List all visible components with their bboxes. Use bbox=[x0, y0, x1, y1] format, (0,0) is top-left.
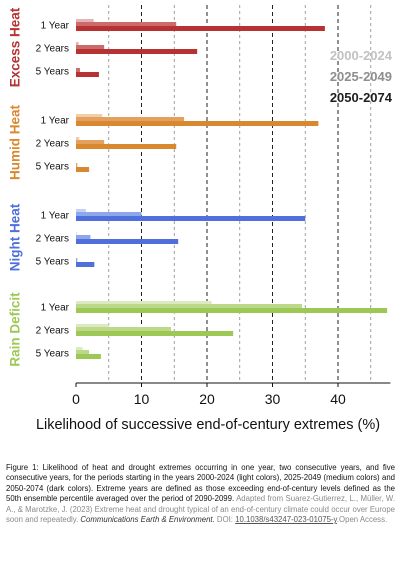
chart-bars bbox=[76, 19, 388, 359]
group-label-rain-deficit: Rain Deficit bbox=[8, 292, 23, 367]
caption-access: .Open Access. bbox=[336, 515, 388, 525]
chart-labels: Excess Heat 1 Year 2 Years 5 Years Humid Hea… bbox=[8, 7, 70, 366]
figure-caption: Figure 1: Likelihood of heat and drought… bbox=[6, 463, 395, 525]
chart-legend: 2000-2024 2025-2049 2050-2074 bbox=[330, 48, 393, 105]
caption-main: Figure 1: Likelihood of heat and drought… bbox=[6, 463, 395, 504]
bar-humid-heat-1-year-2050-2074 bbox=[76, 121, 319, 126]
bar-humid-heat-2-years-2050-2074 bbox=[76, 144, 177, 149]
x-axis: 0 10 20 30 40 Likelihood of successive end-of… bbox=[36, 382, 391, 433]
x-tick-label-40: 40 bbox=[330, 391, 346, 407]
row-label-rain-deficit-1-year: 1 Year bbox=[41, 303, 70, 314]
row-label-night-heat-2-years: 2 Years bbox=[36, 234, 69, 245]
row-label-rain-deficit-5-years: 5 Years bbox=[36, 349, 69, 360]
row-label-excess-heat-5-years: 5 Years bbox=[36, 67, 69, 78]
group-label-excess-heat: Excess Heat bbox=[8, 7, 23, 87]
row-label-humid-heat-1-year: 1 Year bbox=[41, 116, 70, 127]
row-label-excess-heat-1-year: 1 Year bbox=[41, 21, 70, 32]
group-label-night-heat: Night Heat bbox=[8, 203, 23, 271]
caption-journal: Communications Earth & Environment. bbox=[80, 515, 215, 525]
bar-excess-heat-5-years-2050-2074 bbox=[76, 72, 99, 77]
group-label-humid-heat: Humid Heat bbox=[8, 104, 23, 180]
legend-entry-2050-2074: 2050-2074 bbox=[330, 90, 393, 105]
x-axis-label: Likelihood of successive end-of-century … bbox=[36, 417, 380, 433]
bar-night-heat-2-years-2050-2074 bbox=[76, 239, 179, 244]
row-label-humid-heat-2-years: 2 Years bbox=[36, 139, 69, 150]
row-label-night-heat-5-years: 5 Years bbox=[36, 257, 69, 268]
x-tick-label-20: 20 bbox=[199, 391, 215, 407]
bar-night-heat-1-year-2050-2074 bbox=[76, 216, 306, 221]
caption-doi-link[interactable]: 10.1038/s43247-023-01075-y bbox=[235, 515, 337, 525]
bar-rain-deficit-2-years-2050-2074 bbox=[76, 331, 234, 336]
row-label-excess-heat-2-years: 2 Years bbox=[36, 44, 69, 55]
caption-doi-label: DOI: bbox=[214, 515, 236, 525]
bar-rain-deficit-5-years-2050-2074 bbox=[76, 354, 101, 359]
x-tick-label-10: 10 bbox=[134, 391, 150, 407]
chart-grid bbox=[108, 5, 372, 383]
bar-excess-heat-2-years-2050-2074 bbox=[76, 49, 198, 54]
row-label-humid-heat-5-years: 5 Years bbox=[36, 162, 69, 173]
row-label-night-heat-1-year: 1 Year bbox=[41, 211, 70, 222]
row-label-rain-deficit-2-years: 2 Years bbox=[36, 326, 69, 337]
caption-source: Adapted from Suarez-Gutierrez, L., Mülle… bbox=[6, 494, 395, 525]
bar-humid-heat-5-years-2050-2074 bbox=[76, 167, 90, 172]
x-tick-label-0: 0 bbox=[72, 391, 80, 407]
x-tick-label-30: 30 bbox=[265, 391, 281, 407]
bar-excess-heat-1-year-2050-2074 bbox=[76, 26, 325, 31]
legend-entry-2000-2024: 2000-2024 bbox=[330, 48, 393, 63]
bar-rain-deficit-1-year-2050-2074 bbox=[76, 308, 388, 313]
bar-night-heat-5-years-2050-2074 bbox=[76, 262, 95, 267]
chart: Excess Heat 1 Year 2 Years 5 Years Humid Hea… bbox=[8, 5, 393, 433]
legend-entry-2025-2049: 2025-2049 bbox=[330, 69, 392, 84]
